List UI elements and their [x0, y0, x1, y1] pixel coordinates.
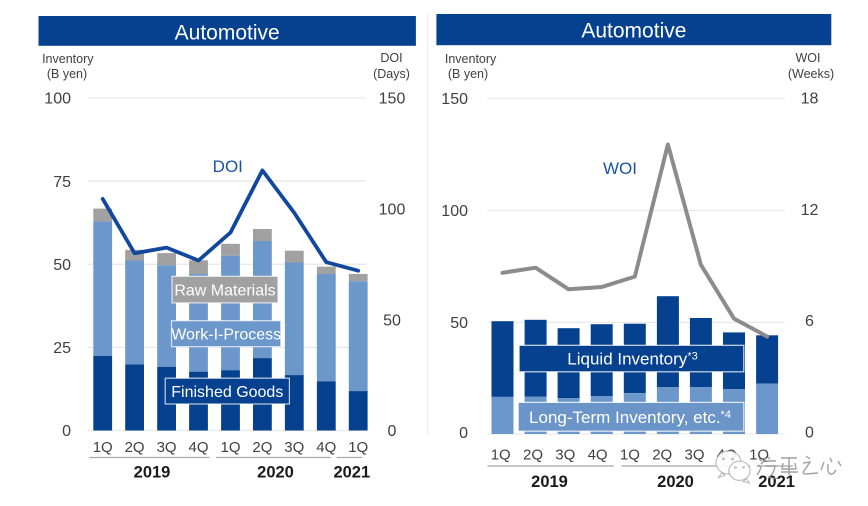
svg-text:4Q: 4Q	[588, 446, 608, 463]
svg-text:Long-Term Inventory, etc.*4: Long-Term Inventory, etc.*4	[529, 408, 731, 427]
svg-text:DOI: DOI	[380, 51, 402, 65]
svg-text:0: 0	[459, 425, 468, 442]
svg-text:0: 0	[805, 425, 814, 442]
svg-text:Automotive: Automotive	[581, 19, 686, 42]
svg-text:18: 18	[801, 91, 819, 108]
svg-text:3Q: 3Q	[684, 446, 704, 463]
svg-text:50: 50	[383, 312, 401, 329]
svg-text:50: 50	[450, 315, 468, 332]
svg-text:100: 100	[379, 201, 406, 218]
svg-text:1Q: 1Q	[348, 439, 368, 456]
svg-text:2020: 2020	[657, 473, 694, 491]
svg-text:2021: 2021	[333, 464, 370, 482]
svg-text:(B yen): (B yen)	[448, 67, 488, 81]
svg-text:0: 0	[388, 423, 397, 440]
svg-text:Liquid Inventory*3: Liquid Inventory*3	[567, 349, 697, 368]
svg-text:Finished Goods: Finished Goods	[171, 384, 283, 401]
svg-text:2Q: 2Q	[125, 439, 145, 456]
svg-text:150: 150	[441, 91, 468, 108]
svg-text:0: 0	[62, 423, 71, 440]
svg-text:4Q: 4Q	[188, 439, 208, 456]
svg-text:1Q: 1Q	[93, 439, 113, 456]
svg-text:3Q: 3Q	[555, 446, 575, 463]
svg-text:100: 100	[441, 203, 468, 220]
svg-text:12: 12	[801, 202, 819, 219]
svg-text:4Q: 4Q	[316, 439, 336, 456]
svg-text:2019: 2019	[134, 464, 171, 482]
svg-text:Inventory: Inventory	[42, 52, 94, 66]
svg-text:3Q: 3Q	[157, 439, 177, 456]
svg-text:WOI: WOI	[796, 51, 821, 65]
svg-text:Automotive: Automotive	[175, 21, 280, 44]
svg-text:2Q: 2Q	[252, 439, 272, 456]
svg-text:2Q: 2Q	[523, 446, 543, 463]
svg-text:Work-I-Process: Work-I-Process	[171, 326, 281, 343]
svg-text:1Q: 1Q	[620, 446, 640, 463]
svg-text:150: 150	[379, 91, 406, 108]
svg-text:2020: 2020	[257, 464, 294, 482]
svg-text:(Weeks): (Weeks)	[788, 67, 834, 81]
svg-text:50: 50	[53, 257, 71, 274]
svg-text:DOI: DOI	[213, 157, 243, 176]
svg-text:100: 100	[44, 91, 71, 108]
svg-text:(B yen): (B yen)	[47, 67, 87, 81]
svg-text:(Days): (Days)	[373, 67, 410, 81]
svg-text:6: 6	[805, 313, 814, 330]
svg-text:3Q: 3Q	[284, 439, 304, 456]
svg-text:2021: 2021	[758, 473, 795, 491]
svg-text:1Q: 1Q	[220, 439, 240, 456]
svg-text:Inventory: Inventory	[445, 52, 497, 66]
svg-text:WOI: WOI	[603, 159, 637, 178]
svg-text:Raw Materials: Raw Materials	[174, 282, 275, 299]
svg-text:2019: 2019	[531, 473, 568, 491]
svg-text:75: 75	[53, 174, 71, 191]
svg-text:1Q: 1Q	[491, 446, 511, 463]
svg-text:2Q: 2Q	[652, 446, 672, 463]
svg-text:25: 25	[53, 340, 71, 357]
